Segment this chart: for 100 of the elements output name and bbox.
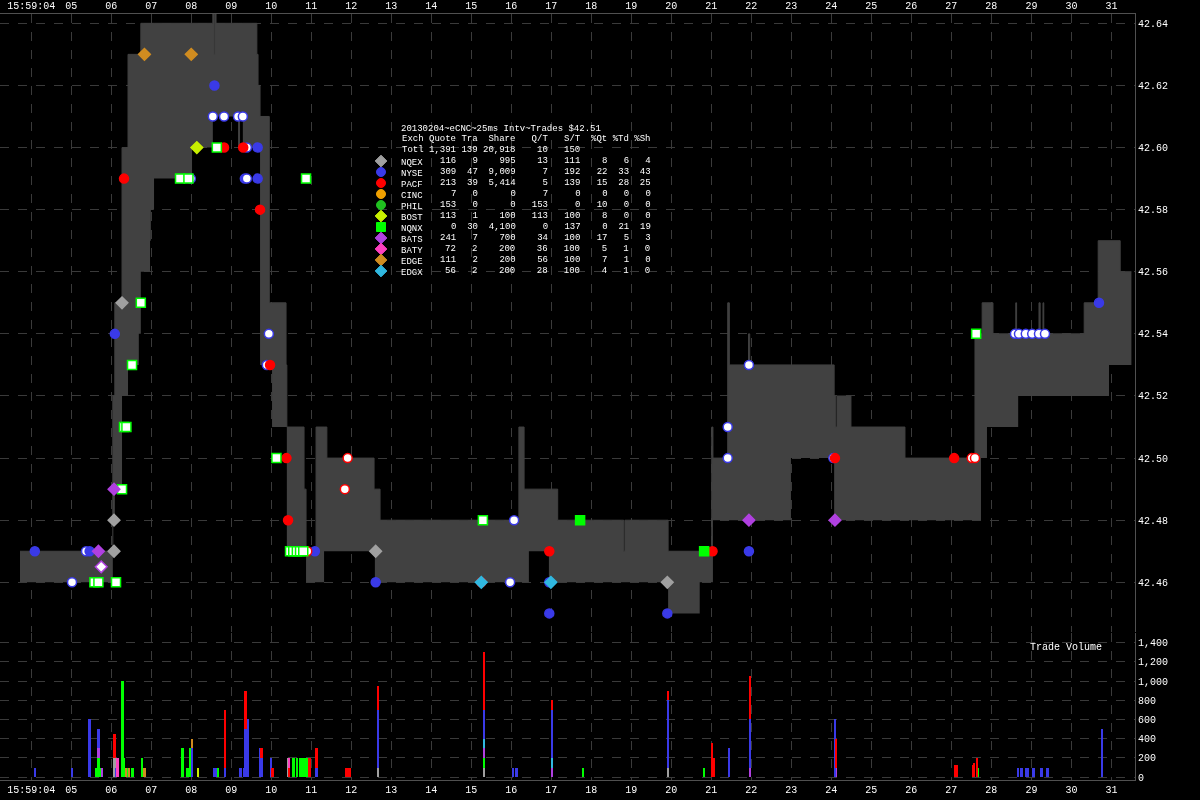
x-tick-label: 09 <box>225 1 238 12</box>
x-tick-label: 19 <box>625 1 638 12</box>
x-tick-label: 21 <box>705 1 718 12</box>
x-tick-label: 15 <box>465 1 478 12</box>
x-tick-label: 12 <box>345 785 358 796</box>
legend-label: NQNX <box>401 223 424 234</box>
x-tick-label: 24 <box>825 785 838 796</box>
x-tick-label: 17 <box>545 785 558 796</box>
annotation: 113 1 100 113 100 8 0 0 <box>440 211 651 221</box>
annotation: 0 30 4,100 0 137 0 21 19 <box>451 222 651 232</box>
x-tick-label: 20 <box>665 785 678 796</box>
annotation: Totl 1,391 139 20,918 10 150 <box>402 145 581 155</box>
x-tick-label: 10 <box>265 1 278 12</box>
annotation: 241 7 700 34 100 17 5 3 <box>440 233 651 243</box>
y-tick-label: 1,400 <box>1138 638 1169 650</box>
x-tick-label: 15 <box>465 785 478 796</box>
x-tick-label: 16 <box>505 785 518 796</box>
legend-label: BATS <box>401 234 423 245</box>
x-tick-label: 31 <box>1105 1 1118 12</box>
x-tick-label: 26 <box>905 785 918 796</box>
x-tick-label: 24 <box>825 1 838 12</box>
x-tick-label: 23 <box>785 785 798 796</box>
annotation: Trade Volume <box>1030 642 1103 653</box>
annotation: 153 0 0 153 0 10 0 0 <box>440 200 651 210</box>
x-tick-label: 27 <box>945 785 958 796</box>
x-tick-label: 08 <box>185 785 198 796</box>
legend-title: Exch Quote Tra Share Q/T S/T %Qt %Td %Sh <box>402 134 651 144</box>
y-tick-label: 42.48 <box>1138 515 1169 527</box>
legend-label: NQEX <box>401 157 424 168</box>
y-tick-label: 800 <box>1138 695 1157 707</box>
annotation: 309 47 9,009 7 192 22 33 43 <box>440 167 651 177</box>
x-tick-label: 21 <box>705 785 718 796</box>
y-tick-label: 0 <box>1138 772 1145 784</box>
legend-label: EDGE <box>401 256 423 267</box>
x-tick-label: 22 <box>745 1 758 12</box>
legend-label: CINC <box>401 190 424 201</box>
y-tick-label: 1,000 <box>1138 676 1169 688</box>
legend-label: NYSE <box>401 168 423 179</box>
x-tick-label: 10 <box>265 785 278 796</box>
x-tick-label: 22 <box>745 785 758 796</box>
x-tick-label: 26 <box>905 1 918 12</box>
x-tick-label: 25 <box>865 785 878 796</box>
y-tick-label: 600 <box>1138 714 1157 726</box>
x-tick-label: 27 <box>945 1 958 12</box>
x-tick-label: 29 <box>1025 785 1038 796</box>
y-tick-label: 42.64 <box>1138 18 1169 30</box>
annotation: 111 2 200 56 100 7 1 0 <box>440 255 651 265</box>
y-tick-label: 400 <box>1138 734 1157 746</box>
x-tick-label: 05 <box>65 785 78 796</box>
x-tick-label: 30 <box>1065 785 1078 796</box>
y-tick-label: 42.58 <box>1138 205 1169 217</box>
x-tick-label: 07 <box>145 785 158 796</box>
y-tick-label: 200 <box>1138 753 1157 765</box>
x-tick-label: 20 <box>665 1 678 12</box>
x-tick-label: 05 <box>65 1 78 12</box>
x-tick-label: 12 <box>345 1 358 12</box>
x-tick-label: 09 <box>225 785 238 796</box>
y-tick-label: 42.52 <box>1138 391 1169 403</box>
legend-label: BOST <box>401 212 424 223</box>
x-tick-label: 31 <box>1105 785 1118 796</box>
x-tick-label: 11 <box>305 785 318 796</box>
x-tick-label: 29 <box>1025 1 1038 12</box>
x-tick-label: 13 <box>385 1 398 12</box>
y-tick-label: 42.46 <box>1138 577 1169 589</box>
x-tick-label: 15:59:04 <box>7 1 56 12</box>
x-tick-label: 30 <box>1065 1 1078 12</box>
x-tick-label: 18 <box>585 785 598 796</box>
x-tick-label: 13 <box>385 785 398 796</box>
annotation: 213 39 5,414 5 139 15 28 25 <box>440 178 651 188</box>
y-tick-label: 1,200 <box>1138 657 1169 669</box>
annotation: 7 0 0 7 0 0 0 0 <box>451 189 651 199</box>
x-tick-label: 06 <box>105 785 118 796</box>
x-tick-label: 15:59:04 <box>7 785 56 796</box>
text: 20130204~eCNC~25ms Intv~Trades $42.51 <box>401 124 601 135</box>
y-tick-label: 42.62 <box>1138 80 1169 92</box>
x-tick-label: 06 <box>105 1 118 12</box>
y-tick-label: 42.60 <box>1138 143 1169 155</box>
legend-label: EDGX <box>401 267 424 278</box>
y-tick-label: 42.50 <box>1138 453 1169 465</box>
annotation: 56 2 200 28 100 4 1 0 <box>445 266 651 276</box>
x-tick-label: 16 <box>505 1 518 12</box>
legend-label: PACF <box>401 179 423 190</box>
x-tick-label: 19 <box>625 785 638 796</box>
x-tick-label: 25 <box>865 1 878 12</box>
x-tick-label: 28 <box>985 1 998 12</box>
annotation: 116 9 995 13 111 8 6 4 <box>440 156 651 166</box>
x-tick-label: 07 <box>145 1 158 12</box>
legend-label: PHIL <box>401 201 423 212</box>
x-tick-label: 18 <box>585 1 598 12</box>
x-tick-label: 23 <box>785 1 798 12</box>
x-tick-label: 14 <box>425 1 438 12</box>
legend-label: BATY <box>401 245 424 256</box>
x-tick-label: 14 <box>425 785 438 796</box>
x-tick-label: 28 <box>985 785 998 796</box>
x-tick-label: 08 <box>185 1 198 12</box>
x-tick-label: 17 <box>545 1 558 12</box>
y-tick-label: 42.54 <box>1138 329 1169 341</box>
annotation: 72 2 200 36 100 5 1 0 <box>445 244 651 254</box>
y-tick-label: 42.56 <box>1138 267 1169 279</box>
x-tick-label: 11 <box>305 1 318 12</box>
